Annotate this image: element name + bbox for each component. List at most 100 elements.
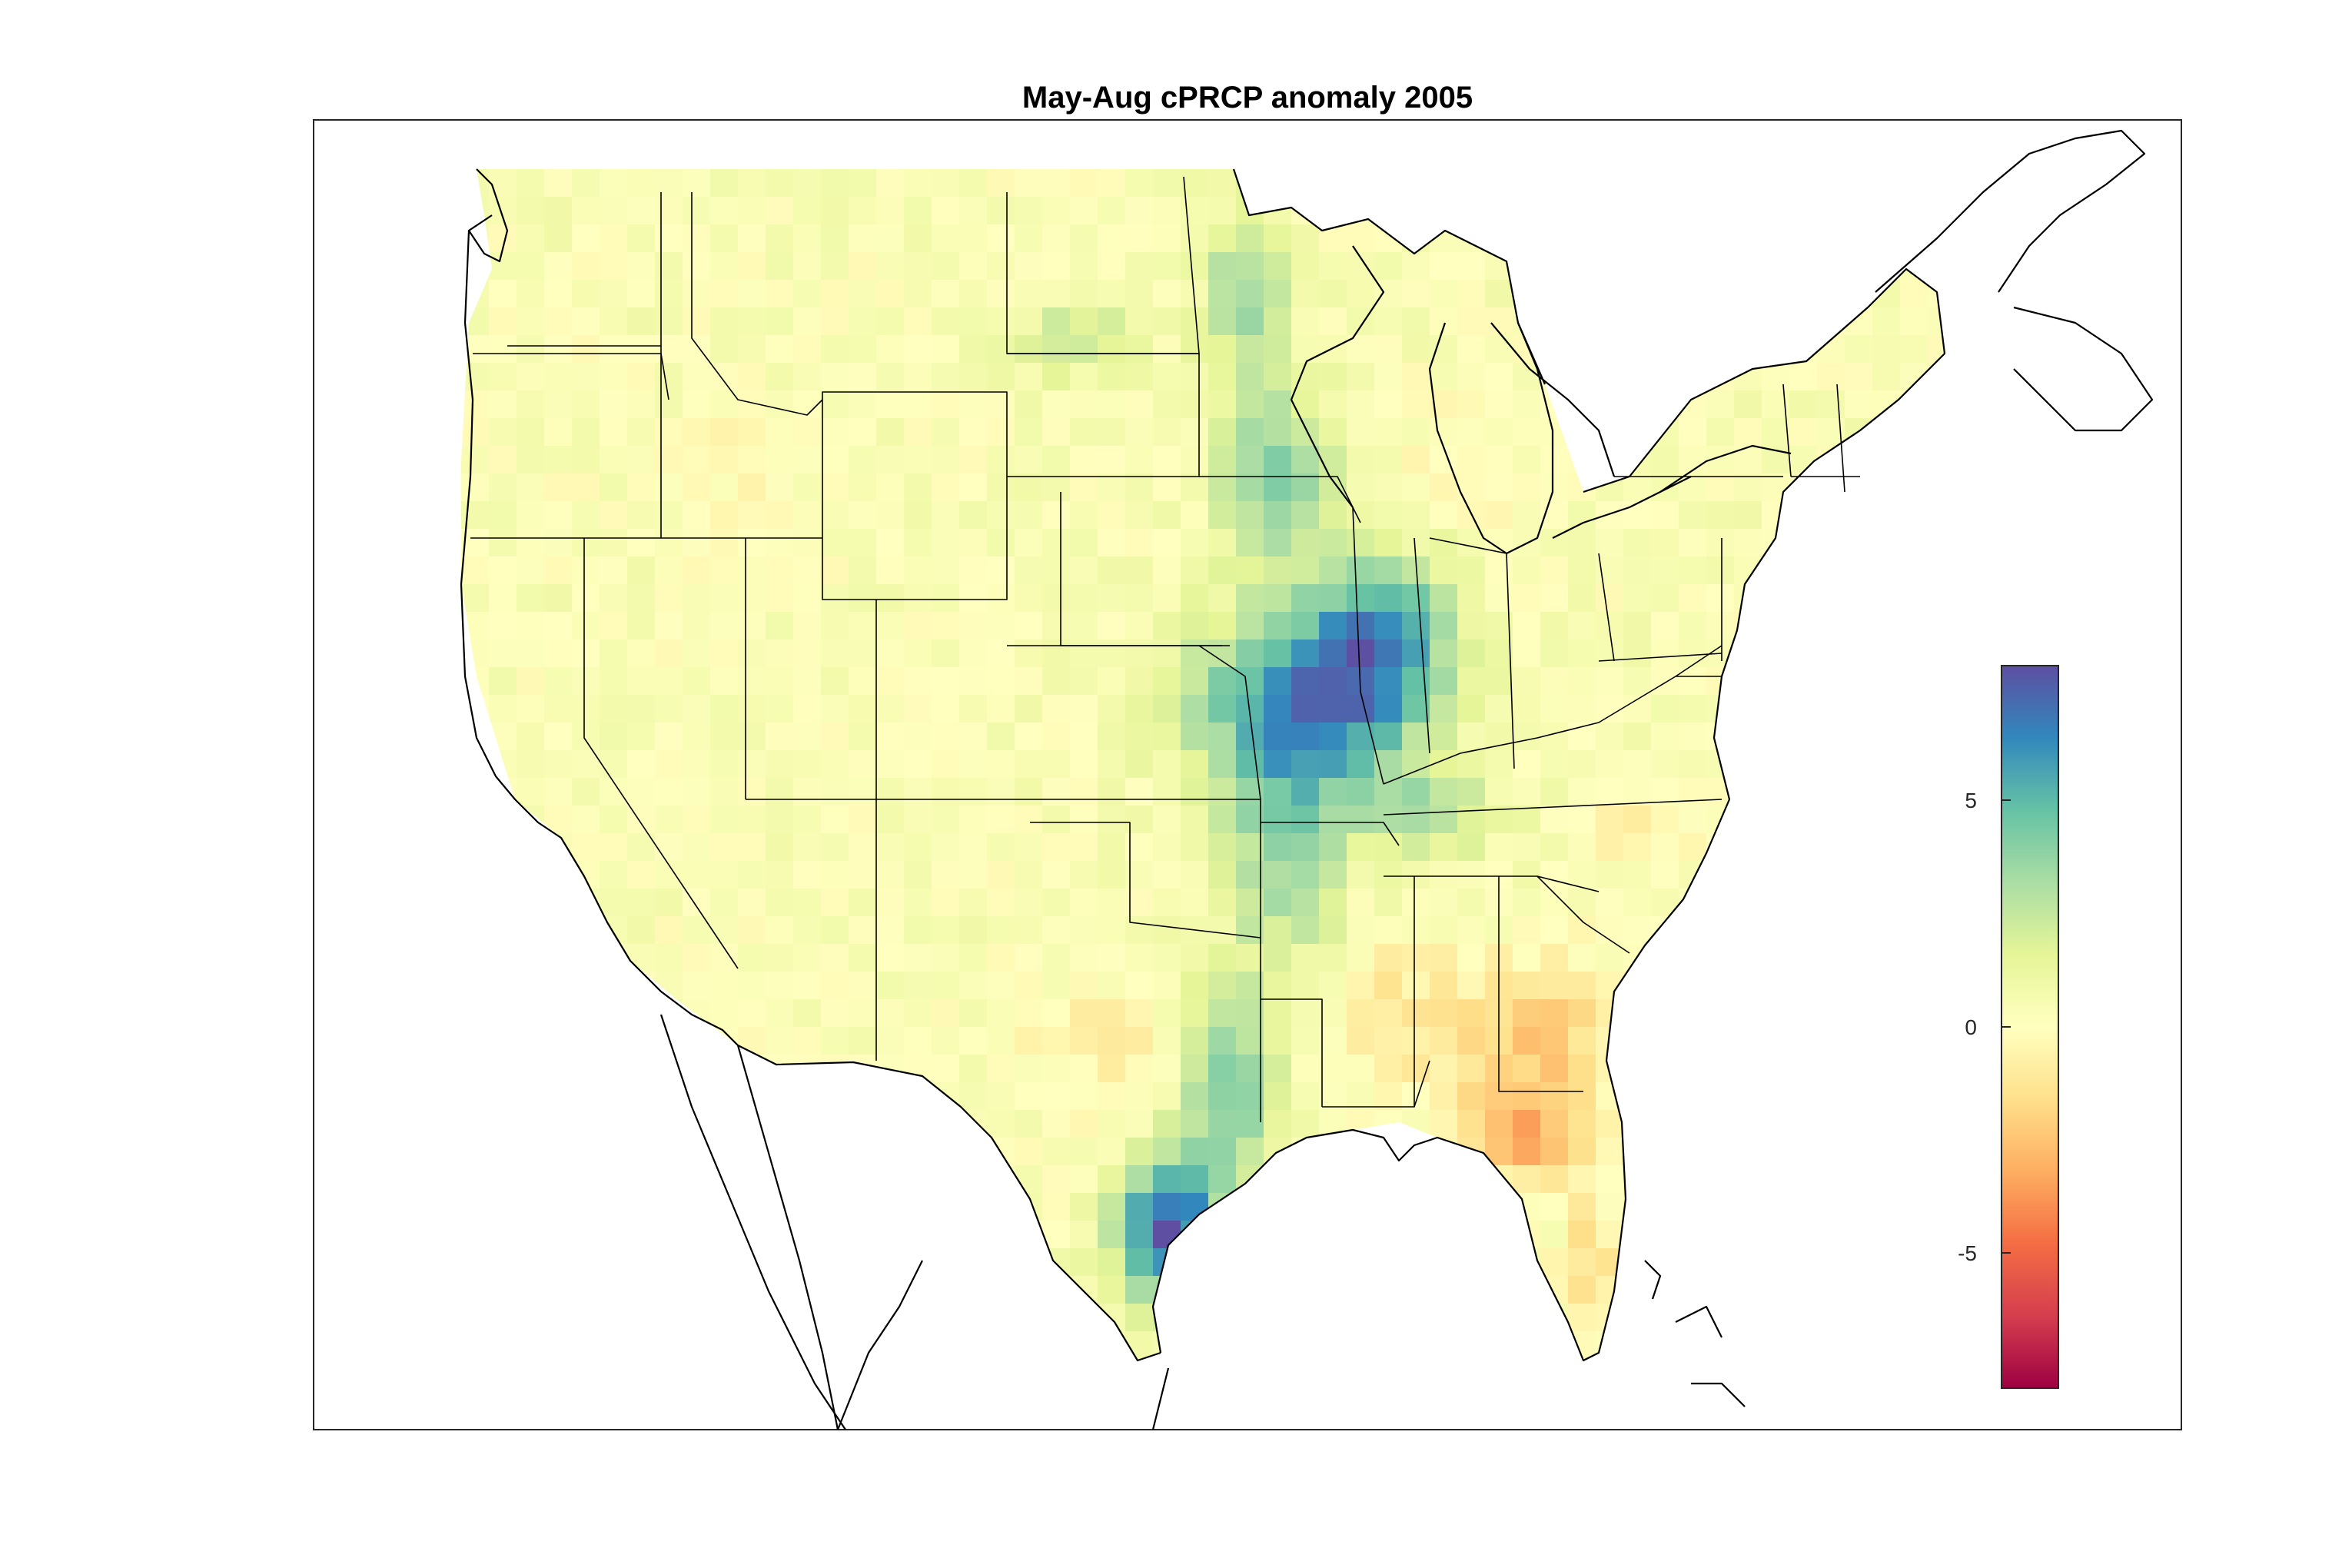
- raster-cell: [1319, 778, 1347, 806]
- raster-cell: [1181, 307, 1209, 336]
- raster-cell: [1042, 1082, 1071, 1111]
- raster-cell: [1457, 750, 1486, 779]
- raster-cell: [1153, 1027, 1181, 1055]
- raster-cell: [959, 833, 988, 862]
- raster-cell: [1845, 363, 1873, 391]
- raster-cell: [1651, 806, 1679, 834]
- raster-cell: [1430, 723, 1458, 751]
- raster-cell: [1015, 723, 1043, 751]
- raster-cell: [1098, 390, 1126, 419]
- raster-cell: [1319, 695, 1347, 723]
- raster-cell: [1236, 224, 1264, 253]
- raster-cell: [1845, 390, 1873, 419]
- raster-cell: [1679, 778, 1707, 806]
- raster-cell: [627, 307, 656, 336]
- raster-cell: [1374, 667, 1403, 696]
- raster-cell: [1540, 1193, 1569, 1221]
- raster-cell: [1513, 1138, 1541, 1166]
- raster-cell: [1734, 418, 1762, 447]
- raster-cell: [1236, 1055, 1264, 1083]
- raster-cell: [1319, 1027, 1347, 1055]
- raster-cell: [793, 723, 822, 751]
- raster-cell: [904, 833, 932, 862]
- raster-cell: [1485, 750, 1513, 779]
- raster-cell: [876, 916, 905, 945]
- raster-cell: [1928, 335, 1945, 364]
- raster-cell: [738, 778, 766, 806]
- raster-cell: [1291, 861, 1320, 889]
- raster-cell: [1042, 695, 1071, 723]
- raster-cell: [1098, 473, 1126, 502]
- raster-cell: [1402, 390, 1430, 419]
- raster-cell: [1098, 1027, 1126, 1055]
- raster-cell: [1236, 999, 1264, 1028]
- raster-cell: [1153, 1165, 1181, 1194]
- raster-cell: [932, 889, 960, 917]
- raster-cell: [683, 529, 711, 557]
- raster-cell: [932, 806, 960, 834]
- raster-cell: [1706, 418, 1735, 447]
- raster-cell: [1872, 363, 1901, 391]
- raster-cell: [655, 252, 683, 281]
- raster-cell: [959, 889, 988, 917]
- raster-cell: [1098, 778, 1126, 806]
- raster-cell: [1513, 1110, 1541, 1138]
- raster-cell: [1153, 335, 1181, 364]
- raster-cell: [1596, 1221, 1624, 1249]
- raster-cell: [1153, 778, 1181, 806]
- raster-cell: [1706, 473, 1735, 502]
- raster-cell: [959, 556, 988, 585]
- raster-cell: [683, 584, 711, 613]
- raster-cell: [1485, 833, 1513, 862]
- raster-cell: [849, 224, 877, 253]
- raster-cell: [1070, 390, 1098, 419]
- raster-cell: [932, 556, 960, 585]
- raster-cell: [1319, 972, 1347, 1000]
- raster-cell: [710, 999, 739, 1028]
- raster-cell: [1153, 307, 1181, 336]
- raster-cell: [1098, 806, 1126, 834]
- raster-cell: [1623, 889, 1652, 917]
- raster-cell: [1457, 972, 1486, 1000]
- raster-cell: [683, 473, 711, 502]
- raster-cell: [1291, 252, 1320, 281]
- raster-cell: [987, 252, 1015, 281]
- raster-cell: [517, 363, 545, 391]
- raster-cell: [1291, 501, 1320, 530]
- raster-cell: [1015, 529, 1043, 557]
- raster-cell: [987, 390, 1015, 419]
- raster-cell: [1430, 778, 1458, 806]
- raster-cell: [904, 889, 932, 917]
- raster-cell: [1015, 280, 1043, 308]
- raster-cell: [1430, 1110, 1458, 1138]
- raster-cell: [793, 556, 822, 585]
- raster-cell: [1319, 612, 1347, 640]
- raster-cell: [793, 667, 822, 696]
- raster-cell: [766, 390, 794, 419]
- raster-cell: [1015, 446, 1043, 474]
- raster-cell: [1042, 307, 1071, 336]
- raster-cell: [959, 335, 988, 364]
- raster-cell: [683, 363, 711, 391]
- raster-cell: [959, 529, 988, 557]
- raster-cell: [489, 556, 517, 585]
- raster-cell: [655, 750, 683, 779]
- raster-cell: [1513, 446, 1541, 474]
- raster-cell: [1347, 695, 1375, 723]
- raster-cell: [738, 307, 766, 336]
- raster-cell: [1568, 861, 1596, 889]
- raster-cell: [1291, 446, 1320, 474]
- raster-cell: [793, 972, 822, 1000]
- raster-cell: [904, 224, 932, 253]
- raster-cell: [1540, 778, 1569, 806]
- raster-cell: [1347, 1055, 1375, 1083]
- raster-cell: [1070, 1138, 1098, 1166]
- raster-cell: [683, 501, 711, 530]
- raster-cell: [544, 723, 573, 751]
- raster-cell: [1015, 916, 1043, 945]
- raster-cell: [1596, 750, 1624, 779]
- raster-cell: [766, 667, 794, 696]
- raster-cell: [1430, 972, 1458, 1000]
- raster-cell: [1513, 999, 1541, 1028]
- raster-cell: [1015, 335, 1043, 364]
